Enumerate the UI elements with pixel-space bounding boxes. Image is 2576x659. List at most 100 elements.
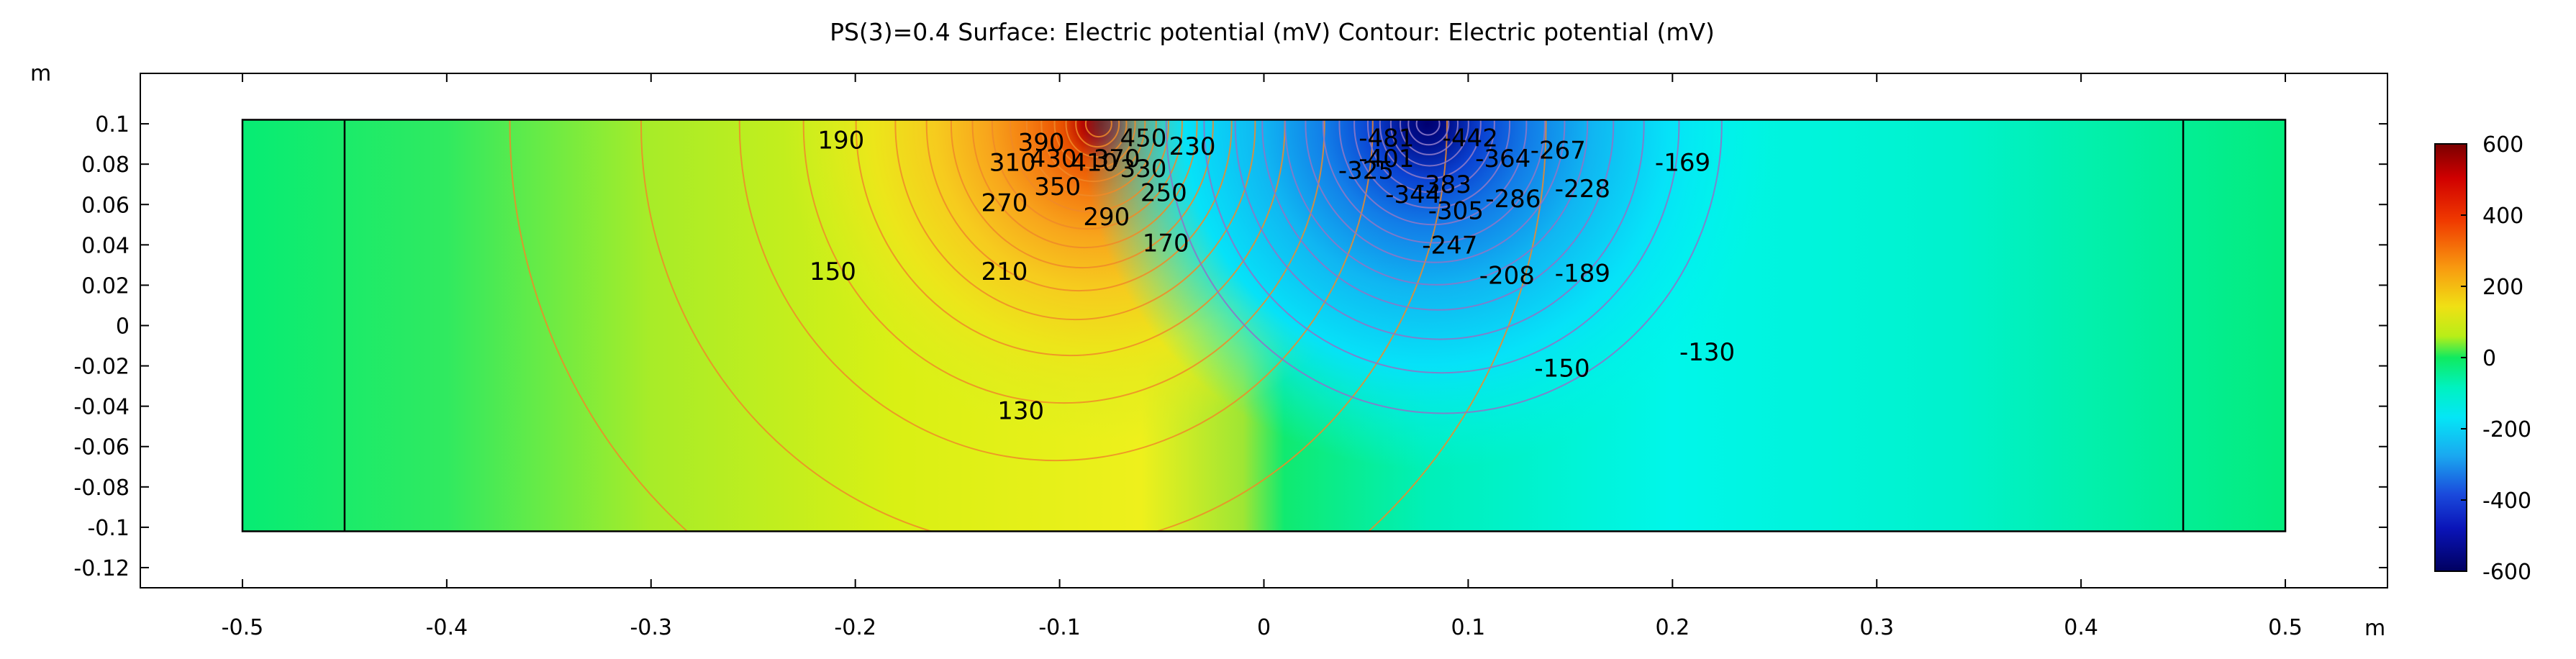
contour-label: -208 (1479, 261, 1535, 290)
x-tick-label: 0.2 (1655, 615, 1690, 640)
x-tick-label: -0.5 (222, 615, 264, 640)
contour-label: 450 (1120, 124, 1167, 153)
contour-label: 130 (997, 396, 1044, 425)
x-tick-label: -0.3 (630, 615, 672, 640)
x-tick-label: 0.5 (2268, 615, 2303, 640)
contour-label: -286 (1485, 185, 1541, 214)
y-tick-label: 0.04 (81, 233, 130, 258)
y-tick-label: 0 (116, 314, 130, 339)
contour-line (1322, 119, 1546, 244)
y-axis-ticks: 0.1 0.08 0.06 0.04 0.02 0 -0.02 -0.04 -0.06 -0.08… (73, 112, 2387, 581)
contour-label: -344 (1385, 181, 1441, 209)
contour-label: -383 (1416, 171, 1471, 199)
contour-line (1407, 119, 1450, 146)
contour-line (1065, 119, 1128, 158)
contour-label: -228 (1555, 175, 1610, 204)
contour-label: 430 (1030, 145, 1077, 173)
x-tick-label: -0.4 (426, 615, 468, 640)
domain-outline (241, 119, 2287, 532)
contour-line (1338, 119, 1528, 226)
x-axis-unit: m (2364, 616, 2385, 641)
contour-label: -305 (1428, 197, 1484, 226)
contour-line (1053, 119, 1136, 170)
contour-line (738, 119, 1374, 461)
colorbar-tick-label: -600 (2482, 560, 2531, 585)
contour-label: 250 (1140, 178, 1187, 207)
contour-line (1389, 119, 1469, 167)
contour-line (1353, 119, 1511, 209)
colorbar-ticks: 600 400 200 0 -200 -400 -600 (2461, 132, 2531, 585)
contour-line (802, 119, 1325, 404)
contour-line (1284, 119, 1589, 286)
x-axis-ticks: -0.5 -0.4 -0.3 -0.2 -0.1 0 0.1 0.2 0.3 0.4 0.5 (222, 73, 2303, 640)
contour-line (1379, 119, 1482, 179)
x-tick-label: -0.1 (1038, 615, 1081, 640)
contour-label: -169 (1655, 148, 1710, 177)
chart-title: PS(3)=0.4 Surface: Electric potential (m… (830, 18, 1715, 46)
contour-label: 350 (1034, 173, 1081, 201)
contour-label: 290 (1083, 203, 1130, 232)
contour-line (1084, 119, 1112, 138)
x-tick-label: 0 (1257, 615, 1271, 640)
contour-line (950, 119, 1214, 269)
y-tick-label: -0.06 (73, 435, 130, 460)
contour-line (894, 119, 1256, 321)
y-tick-label: 0.02 (81, 273, 130, 299)
contour-label: 390 (1018, 128, 1065, 157)
contour-label: 230 (1169, 132, 1216, 161)
y-tick-label: 0.1 (95, 112, 130, 137)
y-tick-label: -0.12 (73, 556, 130, 581)
contour-label: -247 (1422, 231, 1477, 260)
contour-label: -442 (1443, 124, 1498, 153)
negative-source-region (242, 119, 2286, 532)
contour-line (1025, 119, 1157, 197)
contour-label: 330 (1120, 155, 1167, 183)
colorbar-tick-label: 0 (2482, 346, 2496, 371)
negative-contour-lines (1165, 119, 1723, 414)
contour-label: 170 (1143, 229, 1189, 258)
colorbar-tick-label: -400 (2482, 488, 2531, 514)
y-tick-label: -0.1 (87, 516, 130, 541)
y-tick-label: 0.08 (81, 153, 130, 178)
x-tick-label: -0.2 (834, 615, 876, 640)
colorbar-tick-label: 400 (2482, 204, 2523, 229)
contour-line (509, 119, 1547, 532)
contour-label: -325 (1338, 157, 1394, 186)
contour-line (1415, 119, 1441, 136)
contour-label: -401 (1359, 145, 1414, 173)
contour-label: -364 (1475, 145, 1530, 173)
contour-label: 310 (989, 148, 1036, 177)
colorbar-tick-label: 600 (2482, 132, 2523, 158)
contour-line (925, 119, 1233, 292)
contour-label: 270 (981, 188, 1028, 217)
positive-contour-lines (509, 119, 1547, 532)
contour-label: 370 (1094, 145, 1140, 173)
contour-line (1165, 119, 1723, 414)
contour-line (1010, 119, 1169, 213)
contour-label: 410 (1071, 148, 1117, 177)
potential-surface (242, 119, 2286, 532)
contour-label: -267 (1530, 137, 1586, 165)
contour-label: -130 (1679, 338, 1735, 367)
contour-line (1305, 119, 1566, 263)
contour-line (1261, 119, 1615, 311)
x-tick-label: 0.4 (2064, 615, 2098, 640)
contour-label: 210 (981, 258, 1028, 286)
contour-label: -150 (1534, 354, 1589, 383)
x-tick-label: 0.3 (1859, 615, 1894, 640)
contour-line (640, 119, 1448, 532)
contour-line (1400, 119, 1459, 155)
contour-line (1234, 119, 1645, 340)
contour-label: -189 (1555, 260, 1610, 288)
y-tick-label: 0.06 (81, 193, 130, 218)
contour-label: 190 (817, 127, 864, 155)
contour-line (1366, 119, 1495, 194)
contour-label: 150 (809, 258, 856, 286)
contour-line (1075, 119, 1120, 148)
contour-line (1203, 119, 1680, 374)
x-tick-label: 0.1 (1451, 615, 1486, 640)
contour-label: -481 (1359, 124, 1414, 153)
contour-line (1040, 119, 1146, 183)
